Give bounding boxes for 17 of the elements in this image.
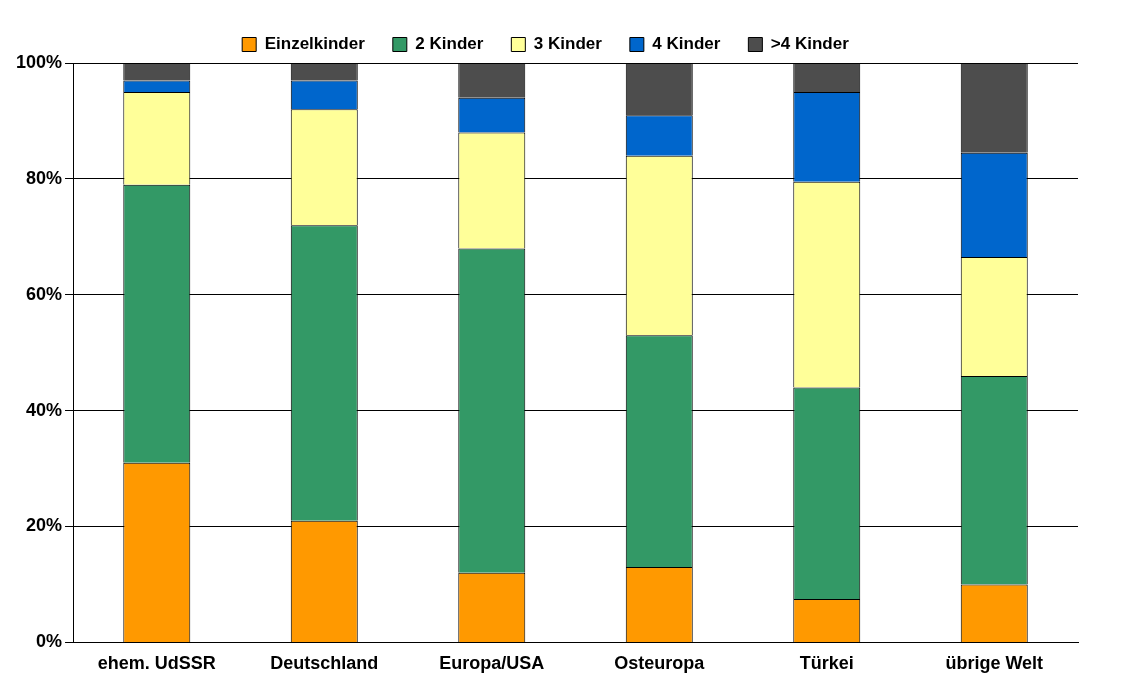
x-tick-label: übrige Welt xyxy=(945,653,1044,674)
x-tick-label: ehem. UdSSR xyxy=(97,653,216,674)
legend-label: 4 Kinder xyxy=(652,34,721,54)
legend-label: >4 Kinder xyxy=(770,34,850,54)
y-tick-label: 100% xyxy=(15,51,63,72)
legend-label: 2 Kinder xyxy=(415,34,484,54)
legend-label: Einzelkinder xyxy=(264,34,366,54)
x-tick-label: Europa/USA xyxy=(439,653,545,674)
y-tick-label: 80% xyxy=(26,167,63,188)
x-tick-label: Deutschland xyxy=(270,653,379,674)
x-tick-label: Türkei xyxy=(799,653,854,674)
y-tick-label: 60% xyxy=(26,283,63,304)
y-tick-label: 20% xyxy=(26,515,63,536)
legend-label: 3 Kinder xyxy=(533,34,603,54)
y-tick-label: 0% xyxy=(36,631,63,652)
y-tick-label: 40% xyxy=(26,399,63,420)
x-tick-label: Osteuropa xyxy=(614,653,706,674)
